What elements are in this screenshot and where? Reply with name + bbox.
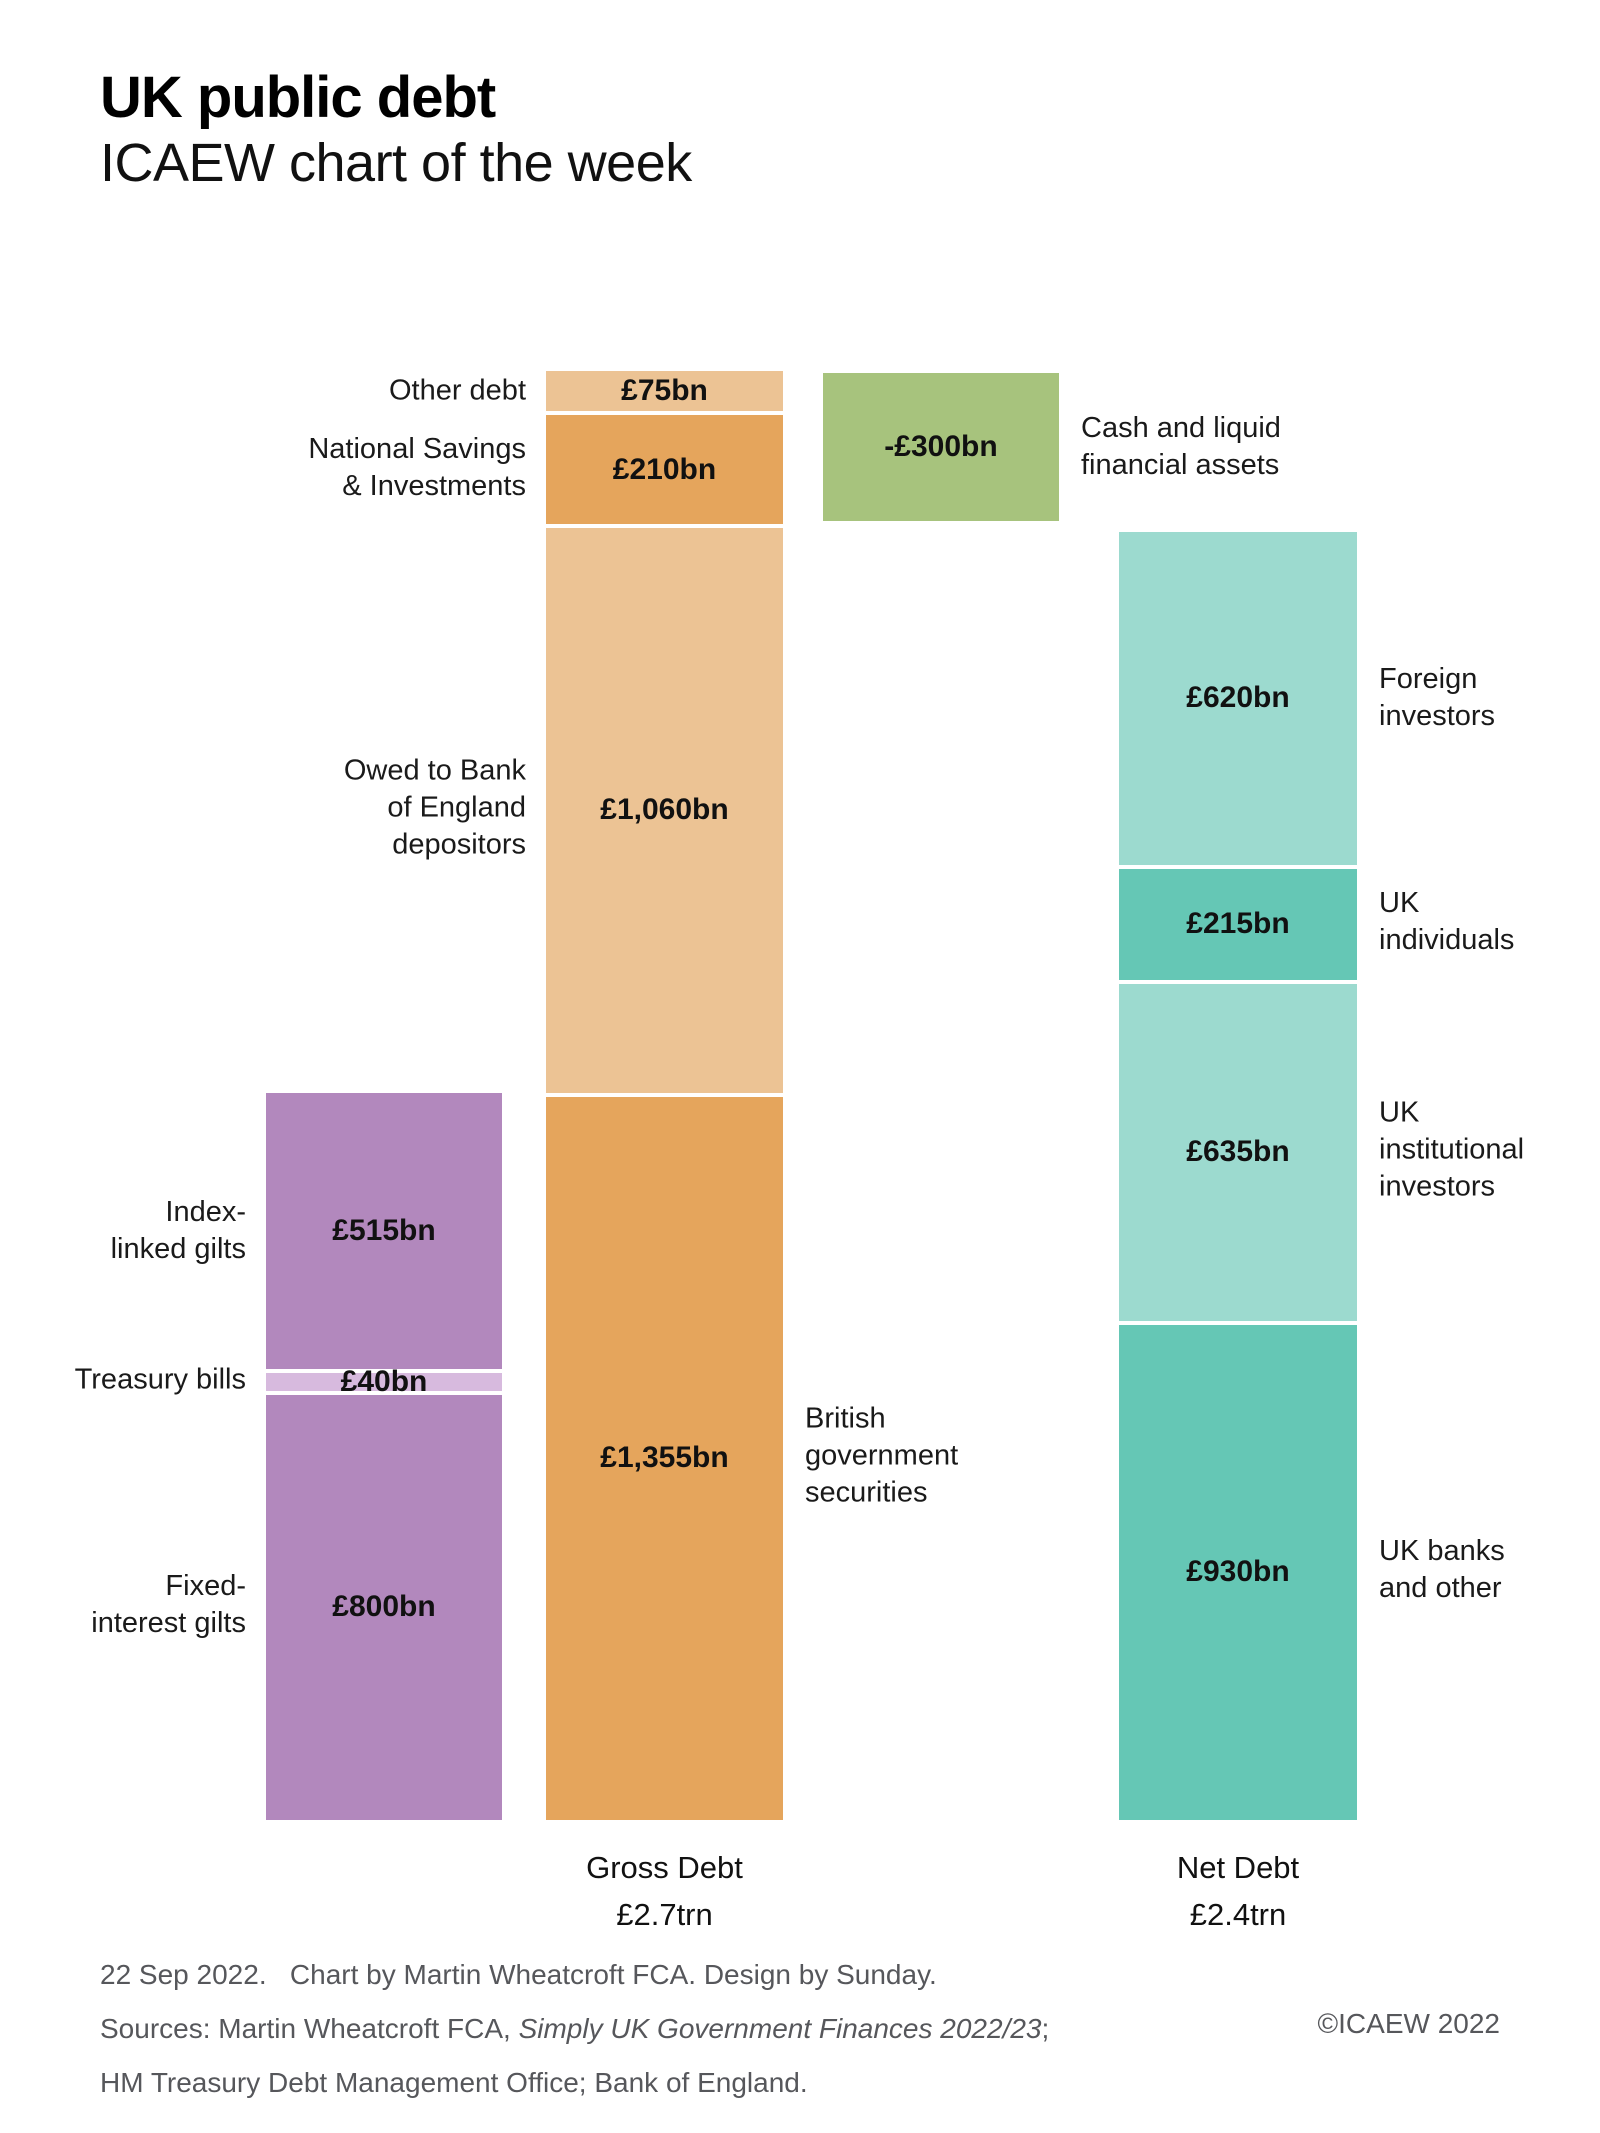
segment-national-savings-and-investments: £210bn [546,411,783,524]
category-label-fixed-interest-gilts: Fixed- interest gilts [91,1570,246,1640]
value-label-national-savings-and-investments: £210bn [612,452,717,486]
value-label-uk-individuals: £215bn [1186,907,1290,941]
footer-line-institutions: HM Treasury Debt Management Office; Bank… [100,2067,808,2098]
page-title: UK public debt [100,65,496,130]
value-label-british-government-securities: £1,355bn [600,1441,729,1475]
value-label-other-debt: £75bn [621,374,708,408]
segment-owed-to-bank-of-england-depositors: £1,060bn [546,523,783,1093]
value-label-cash-and-liquid-financial-assets: -£300bn [884,430,998,463]
category-label-index-linked-gilts: Index- linked gilts [110,1195,246,1265]
footer-sources-suffix: ; [1041,2013,1050,2044]
segment-cash-and-liquid-financial-assets: -£300bn [823,373,1059,521]
category-label-cash-and-liquid-financial-assets: Cash and liquid financial assets [1081,412,1281,481]
value-label-uk-banks-and-other: £930bn [1186,1555,1290,1589]
footer-line-date-credit: 22 Sep 2022. Chart by Martin Wheatcroft … [100,1959,937,1990]
category-label-uk-institutional-investors: UK institutional investors [1379,1096,1525,1203]
segment-uk-banks-and-other: £930bn [1119,1320,1357,1820]
bar-gross-debt: £75bn £210bn £1,060bn £1,355bn [546,370,783,1820]
footer: 22 Sep 2022. Chart by Martin Wheatcroft … [100,1948,1049,2110]
value-label-treasury-bills: £40bn [340,1364,428,1398]
footer-sources-prefix: Sources: Martin Wheatcroft FCA, [100,2013,519,2044]
segment-uk-individuals: £215bn [1119,864,1357,981]
category-label-national-savings-and-investments: National Savings & Investments [308,432,526,502]
page-subtitle: ICAEW chart of the week [100,133,692,193]
category-label-other-debt: Other debt [388,374,526,407]
footer-sources-publication: Simply UK Government Finances 2022/23 [518,2013,1042,2044]
value-label-uk-institutional-investors: £635bn [1186,1135,1290,1169]
segment-foreign-investors: £620bn [1119,531,1357,865]
category-label-british-government-securities: British government securities [805,1402,959,1509]
segment-index-linked-gilts: £515bn [266,1092,502,1370]
value-label-fixed-interest-gilts: £800bn [332,1590,436,1624]
category-label-owed-to-bank-of-england-depositors: Owed to Bank of England depositors [343,754,526,861]
value-label-foreign-investors: £620bn [1186,681,1290,715]
value-label-index-linked-gilts: £515bn [332,1213,436,1247]
category-label-uk-banks-and-other: UK banks and other [1379,1535,1505,1605]
axis-label-gross-debt: Gross Debt £2.7trn [586,1850,743,1932]
bar-net-debt: £620bn £215bn £635bn £930bn [1119,531,1357,1820]
bar-cash-assets: -£300bn [823,373,1059,521]
category-label-treasury-bills: Treasury bills [74,1363,246,1396]
segment-treasury-bills: £40bn [266,1366,502,1396]
axis-label-net-debt: Net Debt £2.4trn [1176,1850,1300,1932]
copyright-notice: ©ICAEW 2022 [1317,2008,1500,2039]
footer-line-sources: Sources: Martin Wheatcroft FCA, Simply U… [100,2002,1049,2056]
segment-uk-institutional-investors: £635bn [1119,980,1357,1321]
bar-gilts: £515bn £40bn £800bn [266,1092,502,1820]
category-label-uk-individuals: UK individuals [1379,887,1515,957]
segment-fixed-interest-gilts: £800bn [266,1390,502,1820]
value-label-owed-to-bank-of-england-depositors: £1,060bn [600,793,729,827]
segment-other-debt: £75bn [546,370,783,412]
category-label-foreign-investors: Foreign investors [1379,663,1496,733]
segment-british-government-securities: £1,355bn [546,1092,783,1820]
